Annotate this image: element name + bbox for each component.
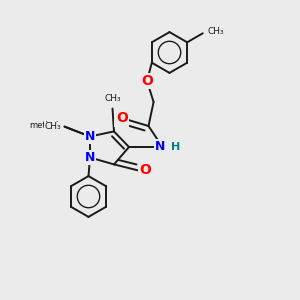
Text: O: O (140, 164, 152, 177)
Text: N: N (85, 151, 95, 164)
Text: H: H (171, 142, 180, 152)
Text: O: O (116, 112, 128, 125)
Text: N: N (85, 130, 95, 143)
Text: CH₃: CH₃ (104, 94, 121, 103)
Text: CH₃: CH₃ (207, 27, 224, 36)
Text: N: N (155, 140, 166, 154)
Text: CH₃: CH₃ (44, 122, 61, 131)
Text: methyl: methyl (30, 121, 59, 130)
Text: O: O (141, 74, 153, 88)
